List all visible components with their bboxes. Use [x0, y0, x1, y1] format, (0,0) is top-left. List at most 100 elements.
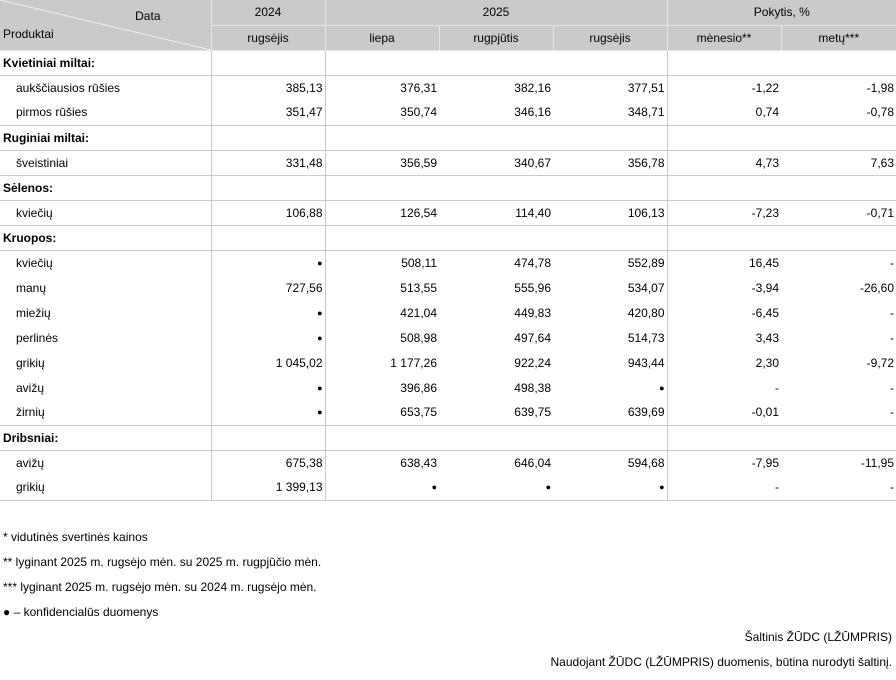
footnotes: * vidutinės svertinės kainos ** lyginant …: [3, 530, 321, 630]
value-cell: -1,22: [666, 75, 782, 100]
value-cell: 350,74: [324, 100, 439, 126]
empty-cell: [553, 125, 668, 151]
value-cell: 675,38: [210, 450, 325, 475]
products-label: Produktai: [3, 27, 54, 41]
month-header: rugsėjis: [210, 25, 325, 51]
confidential-dot: ●: [210, 375, 325, 400]
empty-cell: [439, 425, 553, 451]
value-cell: 114,40: [439, 200, 553, 226]
value-cell: 555,96: [514, 280, 551, 295]
value-cell: 1 399,13: [210, 475, 325, 501]
empty-cell: [210, 225, 325, 251]
month-header: metų***: [780, 25, 896, 51]
value-cell: 340,67: [439, 150, 553, 176]
value-cell: -9,72: [866, 355, 895, 370]
value-cell: 552,89: [627, 255, 665, 270]
product-name: grikių: [16, 355, 45, 370]
product-name: šveistiniai: [0, 150, 211, 176]
value-cell: 356,59: [324, 150, 439, 176]
table-row: grikių 1 045,02 1 177,26 922,24 943,44 2,30 -9…: [0, 350, 896, 375]
empty-cell: [553, 175, 668, 201]
value-cell: 376,31: [324, 75, 439, 100]
month-header: liepa: [324, 25, 439, 51]
footnote: * vidutinės svertinės kainos: [3, 530, 148, 544]
value-cell: 7,63: [781, 150, 896, 176]
value-cell: 351,47: [210, 100, 325, 126]
value-cell: -26,60: [860, 280, 895, 295]
value-cell: -: [666, 475, 782, 501]
product-name: miežių: [16, 305, 51, 320]
value-cell: -: [890, 380, 895, 395]
empty-cell: [439, 50, 553, 76]
section-title: Ruginiai miltai:: [0, 125, 211, 151]
value-cell: 3,43: [666, 325, 782, 350]
empty-cell: [553, 50, 668, 76]
empty-cell: [666, 175, 782, 201]
product-name: grikių: [0, 475, 211, 501]
product-name: avižų: [16, 380, 45, 395]
confidential-dot: ●: [324, 475, 439, 501]
empty-cell: [781, 125, 896, 151]
corner-header: Data Produktai: [0, 0, 211, 51]
empty-cell: [324, 425, 439, 451]
table-row: avižų 675,38 638,43 646,04 594,68 -7,95 -11,95: [0, 450, 896, 475]
value-cell: 474,78: [514, 255, 551, 270]
value-cell: -7,95: [666, 450, 782, 475]
value-cell: -7,23: [666, 200, 782, 226]
confidential-dot: ●: [439, 475, 553, 501]
product-name: žirnių: [0, 400, 211, 426]
empty-cell: [210, 50, 325, 76]
product-name: manų: [16, 280, 47, 295]
section-title: Kruopos:: [0, 225, 211, 251]
value-cell: 356,78: [553, 150, 668, 176]
value-cell: 508,98: [324, 325, 439, 350]
value-cell: 385,13: [210, 75, 325, 100]
table-row: grikių 1 399,13 ● ● ● - -: [0, 475, 896, 501]
empty-cell: [439, 225, 553, 251]
table-row: manų 727,56 513,55 555,96 534,07 -3,94 -26,60: [0, 275, 896, 300]
product-name: perlinės: [16, 330, 59, 345]
value-cell: 396,86: [324, 375, 439, 400]
value-cell: -6,45: [666, 300, 782, 325]
value-cell: 534,07: [627, 280, 665, 295]
empty-cell: [210, 425, 325, 451]
footnote: ● – konfidencialūs duomenys: [3, 605, 159, 619]
value-cell: 2,30: [666, 350, 782, 375]
empty-cell: [553, 425, 668, 451]
value-cell: -0,01: [666, 400, 782, 426]
empty-cell: [439, 175, 553, 201]
value-cell: 638,43: [324, 450, 439, 475]
value-cell: -: [890, 305, 895, 320]
value-cell: 1 177,26: [324, 350, 439, 375]
table-row: avižų ● 396,86 498,38 ● - -: [0, 375, 896, 400]
year-2024: 2024: [210, 0, 325, 26]
value-cell: -3,94: [666, 275, 782, 300]
table-row: kviečių 106,88 126,54 114,40 106,13 -7,23 -0,7…: [0, 200, 896, 226]
value-cell: 508,11: [324, 250, 439, 275]
value-cell: -: [890, 255, 895, 270]
empty-cell: [553, 225, 668, 251]
table-row: šveistiniai 331,48 356,59 340,67 356,78 4,73 7…: [0, 150, 896, 176]
value-cell: -: [666, 375, 782, 400]
value-cell: 943,44: [627, 355, 665, 370]
value-cell: 727,56: [210, 275, 325, 300]
source-line: Šaltinis ŽŪDC (LŽŪMPRIS): [744, 630, 892, 644]
confidential-dot: ●: [210, 300, 325, 325]
value-cell: 594,68: [627, 455, 665, 470]
footnote: ** lyginant 2025 m. rugsėjo mėn. su 2025…: [3, 555, 322, 569]
value-cell: -0,71: [781, 200, 896, 226]
data-label: Data: [135, 9, 161, 23]
value-cell: 646,04: [514, 455, 551, 470]
value-cell: 514,73: [627, 330, 665, 345]
section-row: Dribsniai:: [0, 425, 896, 451]
value-cell: 498,38: [514, 380, 551, 395]
table-row: perlinės ● 508,98 497,64 514,73 3,43 -: [0, 325, 896, 350]
confidential-dot: ●: [659, 382, 665, 393]
empty-cell: [324, 175, 439, 201]
empty-cell: [666, 50, 782, 76]
empty-cell: [324, 125, 439, 151]
value-cell: 377,51: [627, 80, 665, 95]
value-cell: -11,95: [860, 455, 895, 470]
value-cell: 639,69: [553, 400, 668, 426]
section-row: Sėlenos:: [0, 175, 896, 201]
